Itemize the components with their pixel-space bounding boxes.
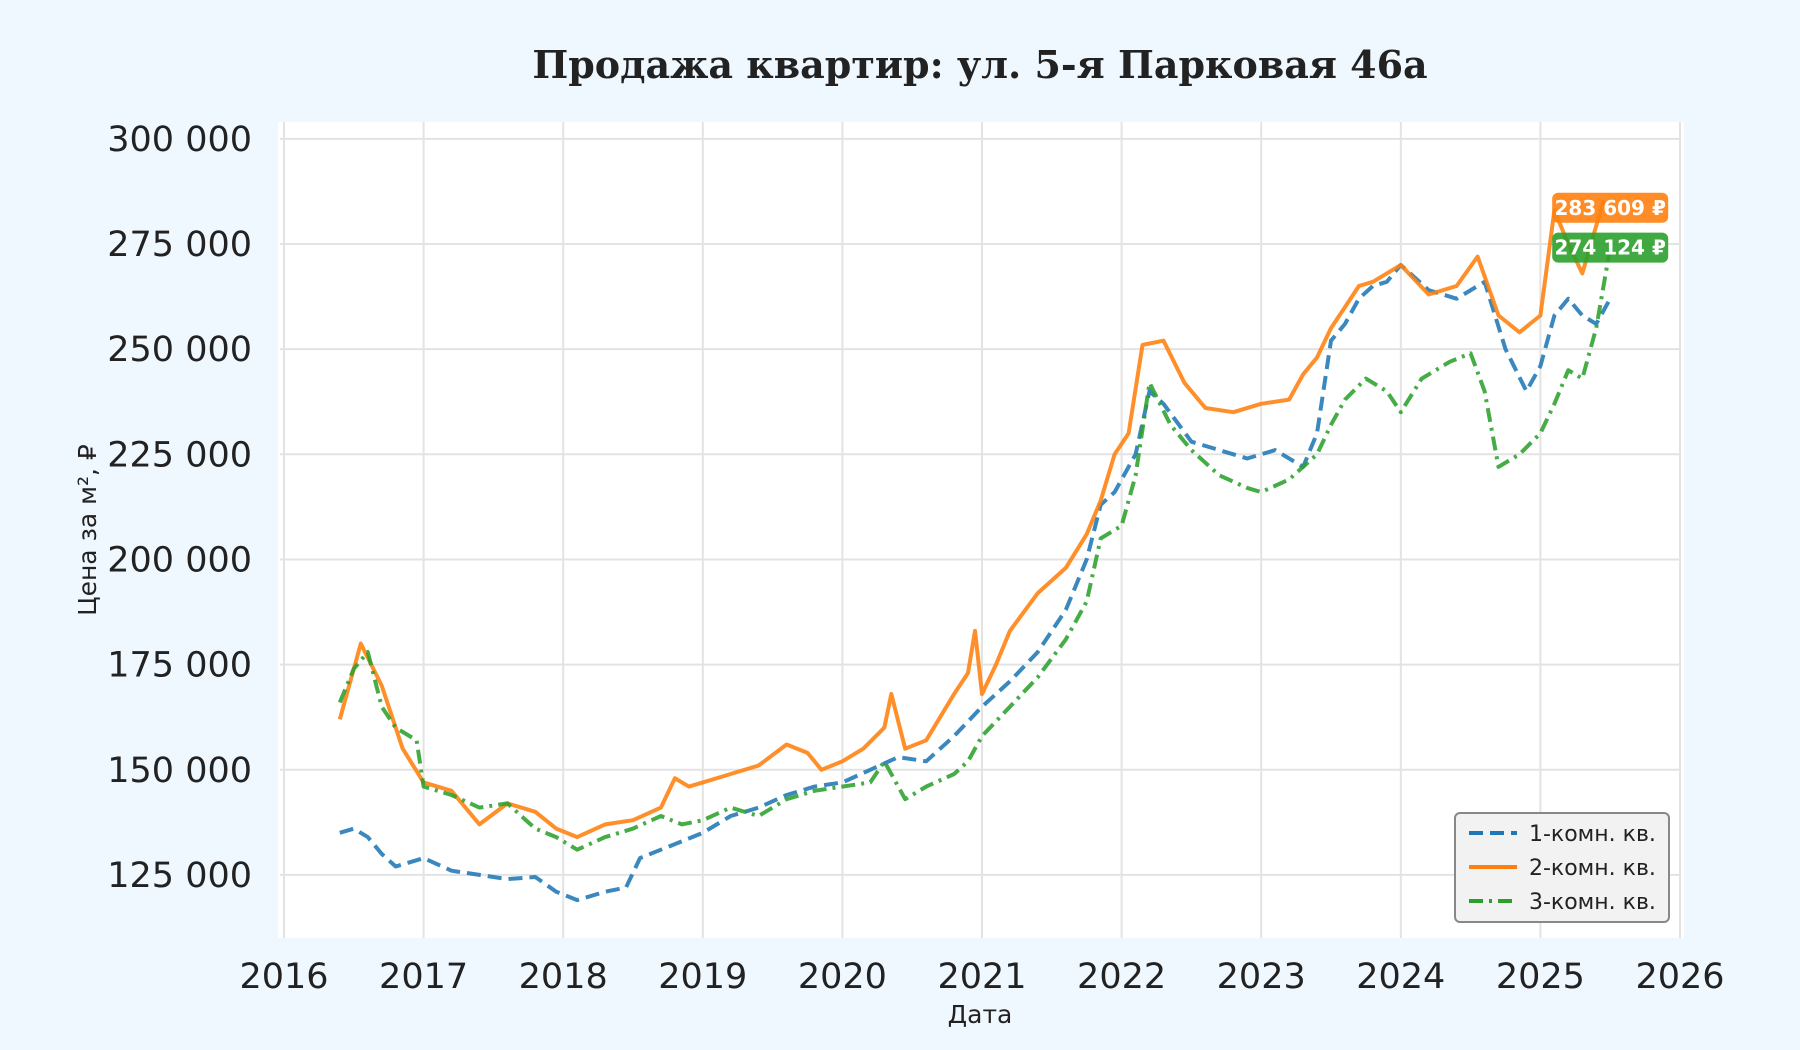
chart-title: Продажа квартир: ул. 5-я Парковая 46а [532,42,1427,87]
series-line-2 [337,199,1612,840]
x-tick-label: 2021 [937,957,1026,997]
x-tick-label: 2023 [1217,957,1306,997]
x-tick-labels: 2016 2017 2018 2019 2020 2021 2022 2023 2024 2025… [239,957,1724,997]
x-tick-label: 2024 [1356,957,1445,997]
x-tick-label: 2017 [379,957,468,997]
x-tick-label: 2025 [1496,957,1585,997]
x-axis-label: Дата [948,1000,1013,1029]
y-tick-label: 275 000 [107,225,252,265]
legend: 1-комн. кв. 2-комн. кв. 3-комн. кв. [1454,812,1670,923]
series-lines [337,199,1613,903]
legend-label: 2-комн. кв. [1529,856,1656,881]
x-tick-label: 2022 [1077,957,1166,997]
x-tick-label: 2026 [1635,957,1724,997]
x-tick-label: 2018 [519,957,608,997]
y-tick-label: 250 000 [107,330,252,370]
last-value-label: 274 124 ₽ [1555,236,1666,260]
y-tick-label: 225 000 [107,435,252,475]
last-value-badges: 283 609 ₽ 274 124 ₽ [1552,192,1669,263]
y-tick-label: 175 000 [107,646,252,686]
last-value-badge [1552,232,1669,263]
y-tick-label: 125 000 [107,856,252,896]
x-tick-label: 2016 [239,957,328,997]
x-tick-label: 2019 [658,957,747,997]
legend-label: 3-комн. кв. [1529,890,1656,915]
legend-box [1454,812,1670,923]
last-value-badge [1552,192,1669,223]
x-tick-label: 2020 [798,957,887,997]
y-axis-label: Цена за м², ₽ [73,444,102,616]
y-tick-label: 300 000 [107,120,252,160]
legend-label: 1-комн. кв. [1529,822,1656,847]
grid-lines [280,122,1681,938]
y-tick-labels: 125 000 150 000 175 000 200 000 225 000 250 0… [107,120,252,896]
last-value-label: 283 609 ₽ [1555,196,1666,220]
series-line-3 [337,247,1613,852]
y-tick-label: 200 000 [107,540,252,580]
y-tick-label: 150 000 [107,751,252,791]
